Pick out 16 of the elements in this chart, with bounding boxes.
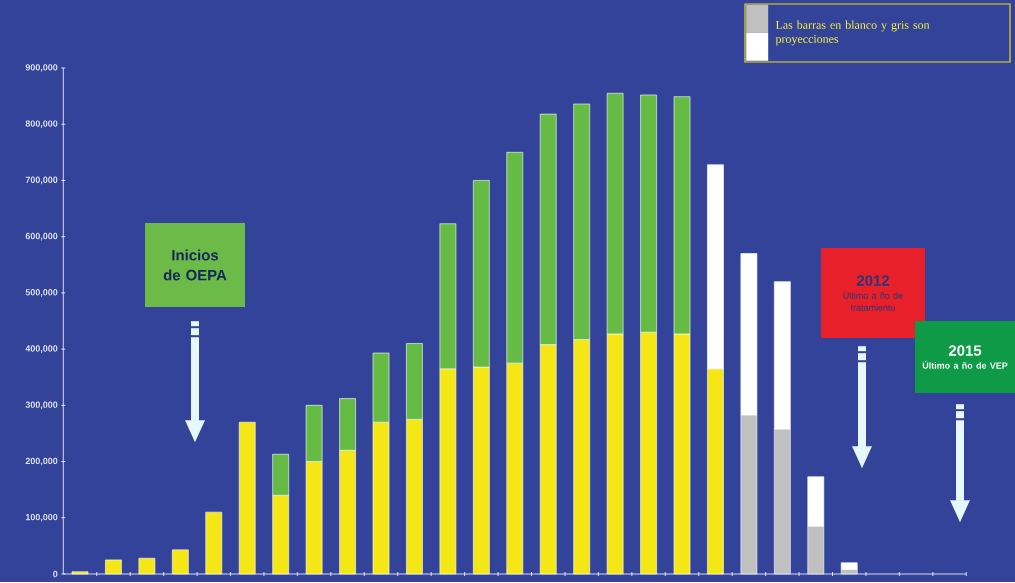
y-tick-label: 400,000 <box>25 345 58 354</box>
y-tick-label: 0 <box>53 570 58 578</box>
y-tick-label: 600,000 <box>25 232 58 241</box>
annotation: 2015 <box>948 345 982 356</box>
y-tick-label: 900,000 <box>25 64 58 72</box>
text: Las barras en blanco y gris son proyecciones <box>775 20 930 46</box>
y-tick-label: 100,000 <box>25 514 58 522</box>
y-tick-label: 200,000 <box>25 457 58 466</box>
y-tick-label: 700,000 <box>25 176 58 185</box>
y-tick-label: 500,000 <box>25 289 58 297</box>
annotation: 2012 <box>856 275 890 286</box>
annotation: Inicios de OEPA <box>163 249 227 281</box>
y-tick-label: 800,000 <box>25 120 58 129</box>
annotation: Último a ño de tratamiento <box>843 290 903 311</box>
y-tick-label: 300,000 <box>25 401 58 410</box>
annotation: Último a ño de VEP <box>922 360 1008 369</box>
